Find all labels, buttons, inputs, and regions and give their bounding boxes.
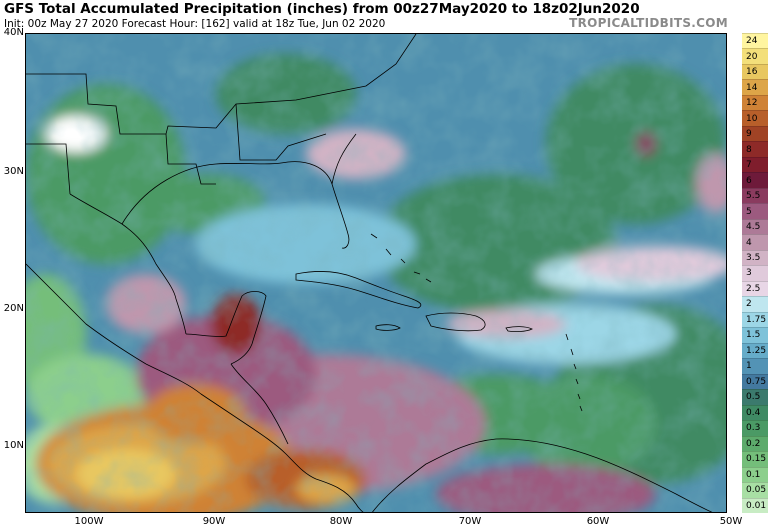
colorbar-label: 8 <box>746 144 752 155</box>
colorbar-legend: 24 20 16 14 12 10 9 8 7 6 5.5 5 4.5 4 3.5 3 2.5 2 1.75 1.5 1… <box>742 33 768 513</box>
colorbar-label: 1.75 <box>746 314 767 325</box>
lon-label-80w: 80W <box>329 516 353 527</box>
colorbar-label: 0.75 <box>746 376 767 387</box>
colorbar-segment: 0.75 <box>742 373 768 390</box>
colorbar-segment: 0.15 <box>742 451 768 467</box>
lat-label-20n: 20N <box>3 303 24 314</box>
colorbar-label: 10 <box>746 113 758 124</box>
colorbar-label: 3 <box>746 268 752 279</box>
colorbar-segment: 16 <box>742 63 768 80</box>
colorbar-label: 12 <box>746 98 758 109</box>
colorbar-segment: 6 <box>742 172 768 188</box>
colorbar-label: 24 <box>746 36 758 47</box>
lon-label-70w: 70W <box>458 516 482 527</box>
colorbar-segment: 10 <box>742 110 768 126</box>
colorbar-label: 0.05 <box>746 485 767 496</box>
colorbar-label: 14 <box>746 82 758 93</box>
lat-label-30n: 30N <box>3 166 24 177</box>
chart-subtitle: Init: 00z May 27 2020 Forecast Hour: [16… <box>4 18 386 30</box>
colorbar-label: 20 <box>746 51 758 62</box>
colorbar-segment: 2.5 <box>742 280 768 297</box>
colorbar-segment: 0.3 <box>742 420 768 436</box>
colorbar-label: 1.25 <box>746 345 767 356</box>
colorbar-segment: 12 <box>742 94 768 111</box>
colorbar-segment: 1.5 <box>742 327 768 343</box>
colorbar-label: 0.5 <box>746 392 761 403</box>
colorbar-segment: 2 <box>742 296 768 312</box>
colorbar-label: 0.15 <box>746 454 767 465</box>
colorbar-segment: 8 <box>742 141 768 157</box>
chart-title: GFS Total Accumulated Precipitation (inc… <box>4 1 640 17</box>
colorbar-label: 0.2 <box>746 438 761 449</box>
lon-label-90w: 90W <box>202 516 226 527</box>
colorbar-label: 4.5 <box>746 222 761 233</box>
colorbar-segment: 14 <box>742 79 768 95</box>
colorbar-segment: 0.2 <box>742 435 768 452</box>
colorbar-segment: 5 <box>742 203 768 219</box>
colorbar-segment: 0.01 <box>742 497 768 513</box>
colorbar-segment: 9 <box>742 125 768 142</box>
colorbar-label: 2 <box>746 299 752 310</box>
colorbar-segment: 0.4 <box>742 404 768 421</box>
brand-watermark: TROPICALTIDBITS.COM <box>569 16 728 30</box>
coastlines <box>26 34 713 512</box>
precipitation-map <box>25 33 727 513</box>
colorbar-segment: 0.05 <box>742 482 768 498</box>
colorbar-label: 1 <box>746 361 752 372</box>
colorbar-label: 4 <box>746 237 752 248</box>
colorbar-segment: 7 <box>742 156 768 173</box>
colorbar-segment: 4.5 <box>742 218 768 235</box>
colorbar-segment: 0.1 <box>742 466 768 483</box>
colorbar-label: 0.3 <box>746 423 761 434</box>
colorbar-label: 0.01 <box>746 500 767 511</box>
lon-label-100w: 100W <box>74 516 104 527</box>
colorbar-segment: 1 <box>742 358 768 374</box>
colorbar-label: 16 <box>746 67 758 78</box>
colorbar-segment: 1.25 <box>742 342 768 359</box>
colorbar-label: 0.1 <box>746 469 761 480</box>
colorbar-segment: 3 <box>742 265 768 281</box>
lat-label-40n: 40N <box>3 27 24 38</box>
colorbar-label: 2.5 <box>746 283 761 294</box>
colorbar-label: 3.5 <box>746 253 761 263</box>
colorbar-segment: 1.75 <box>742 311 768 328</box>
lon-label-60w: 60W <box>586 516 610 527</box>
colorbar-label: 0.4 <box>746 407 761 418</box>
colorbar-label: 5.5 <box>746 191 761 202</box>
colorbar-label: 6 <box>746 175 752 186</box>
colorbar-label: 1.5 <box>746 330 761 341</box>
colorbar-label: 9 <box>746 129 752 140</box>
colorbar-label: 5 <box>746 206 752 217</box>
colorbar-segment: 24 <box>742 33 768 49</box>
colorbar-segment: 3.5 <box>742 249 768 266</box>
colorbar-segment: 4 <box>742 234 768 250</box>
colorbar-segment: 20 <box>742 48 768 64</box>
colorbar-segment: 5.5 <box>742 187 768 204</box>
colorbar-segment: 0.5 <box>742 389 768 405</box>
lon-label-50w: 50W <box>719 516 743 527</box>
colorbar-label: 7 <box>746 160 752 171</box>
lat-label-10n: 10N <box>3 440 24 451</box>
